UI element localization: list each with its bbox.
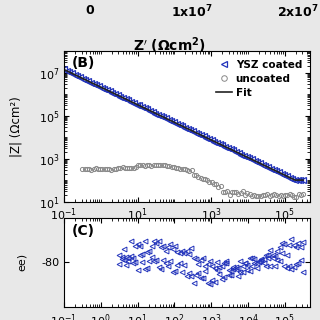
Text: (C): (C)	[71, 224, 94, 238]
X-axis label: Frequency (Hz): Frequency (Hz)	[134, 226, 241, 239]
Text: $\mathbf{Z' \ (\Omega cm^2)}$: $\mathbf{Z' \ (\Omega cm^2)}$	[133, 36, 206, 56]
Text: (B): (B)	[71, 56, 95, 70]
Text: $\mathbf{2x10^7}$: $\mathbf{2x10^7}$	[277, 4, 318, 21]
Text: $\mathbf{1x10^7}$: $\mathbf{1x10^7}$	[171, 4, 213, 21]
Text: ee): ee)	[17, 253, 27, 271]
Legend: YSZ coated, uncoated, Fit: YSZ coated, uncoated, Fit	[213, 56, 305, 101]
Y-axis label: |Z| (Ωcm²): |Z| (Ωcm²)	[9, 96, 22, 157]
Text: 0: 0	[85, 4, 94, 17]
